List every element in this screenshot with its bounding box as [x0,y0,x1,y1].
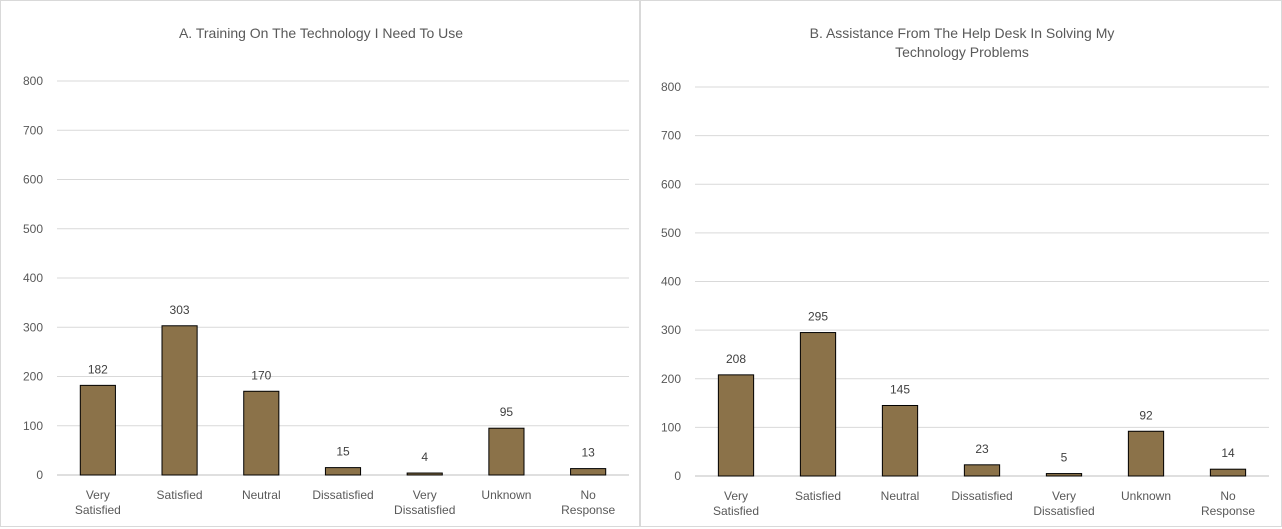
chart-a-svg: A. Training On The Technology I Need To … [23,25,629,517]
chart-a-y-tick-label: 500 [23,222,43,236]
chart-a-category-label: Very Satisfied [75,488,121,517]
chart-b-bar [1127,430,1165,477]
chart-b-category-label: No Response [1201,489,1255,518]
chart-a-bar [79,384,116,476]
chart-b-bar [717,374,755,477]
chart-a-data-label: 170 [251,368,271,382]
chart-b-y-tick-label: 800 [661,80,681,94]
chart-b-bar [1209,468,1247,477]
chart-a-data-label: 13 [581,446,595,460]
chart-b-bar [1045,473,1083,477]
chart-b-data-label: 23 [975,442,989,456]
chart-a-data-label: 303 [170,303,190,317]
chart-b-y-tick-label: 500 [661,226,681,240]
chart-b-bar [963,464,1001,477]
chart-b-category-label: Satisfied [795,489,841,503]
chart-a-data-label: 4 [421,450,428,464]
chart-a-y-tick-label: 300 [23,320,43,334]
chart-a-bar [570,468,607,476]
chart-b-bar [799,332,837,477]
chart-b-data-label: 295 [808,310,828,324]
chart-a-y-tick-label: 200 [23,370,43,384]
chart-a-y-tick-label: 0 [36,468,43,482]
chart-a-data-label: 182 [88,362,108,376]
chart-a-data-label: 15 [336,445,350,459]
chart-b-y-tick-label: 600 [661,177,681,191]
chart-b-data-label: 208 [726,352,746,366]
chart-b-data-label: 14 [1221,446,1235,460]
chart-b-y-tick-label: 100 [661,420,681,434]
chart-a-bar [161,325,198,476]
chart-panel-b: B. Assistance From The Help Desk In Solv… [640,0,1282,527]
chart-b-title: B. Assistance From The Help Desk In Solv… [810,25,1115,60]
chart-a-y-tick-label: 700 [23,123,43,137]
chart-a-bar [406,472,443,476]
chart-panel-a: A. Training On The Technology I Need To … [0,0,640,527]
chart-a-y-tick-label: 600 [23,173,43,187]
chart-b-y-tick-label: 0 [674,469,681,483]
chart-b-data-label: 92 [1139,408,1153,422]
chart-b-category-label: Unknown [1121,489,1171,503]
chart-b-y-tick-label: 700 [661,129,681,143]
chart-a-y-tick-label: 400 [23,271,43,285]
chart-a-data-label: 95 [500,405,514,419]
chart-b-category-label: Very Satisfied [713,489,759,518]
chart-a-category-label: Very Dissatisfied [394,488,455,517]
chart-a-category-label: Dissatisfied [312,488,373,502]
chart-b-category-label: Neutral [881,489,920,503]
chart-a-category-label: Unknown [481,488,531,502]
chart-a-bar [324,467,362,476]
chart-b-category-label: Dissatisfied [951,489,1012,503]
chart-b-bar [881,404,919,477]
chart-a-y-tick-label: 800 [23,74,43,88]
chart-b-svg: B. Assistance From The Help Desk In Solv… [661,25,1269,518]
chart-b-category-label: Very Dissatisfied [1033,489,1094,518]
chart-a-bar [488,427,525,476]
chart-b-data-label: 145 [890,382,910,396]
chart-a-bar [243,390,280,476]
chart-b-y-tick-label: 200 [661,372,681,386]
chart-b-y-tick-label: 400 [661,275,681,289]
chart-a-y-tick-label: 100 [23,419,43,433]
chart-a-title: A. Training On The Technology I Need To … [179,25,463,41]
chart-b-data-label: 5 [1061,451,1068,465]
chart-a-category-label: No Response [561,488,615,517]
chart-a-category-label: Neutral [242,488,281,502]
chart-a-category-label: Satisfied [157,488,203,502]
chart-b-y-tick-label: 300 [661,323,681,337]
